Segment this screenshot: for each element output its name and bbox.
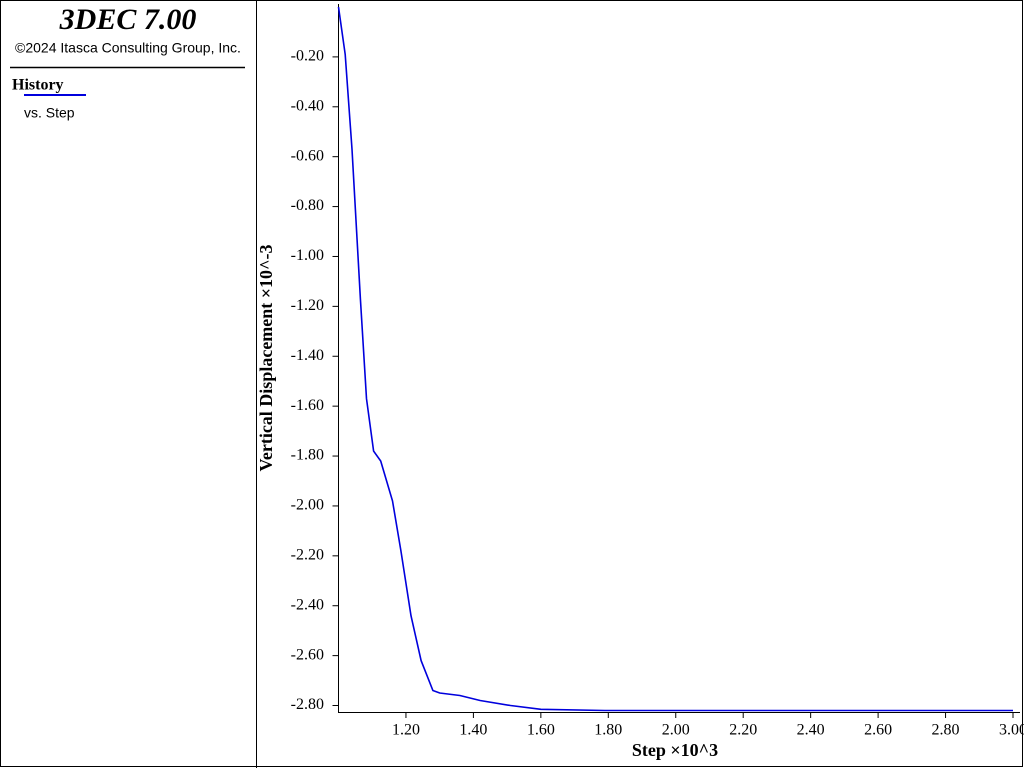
y-tick-label: -0.20 xyxy=(291,48,324,65)
x-tick-label: 1.20 xyxy=(392,722,420,739)
x-tick-label: 1.80 xyxy=(594,722,622,739)
y-tick-label: -1.40 xyxy=(291,347,324,364)
y-tick-label: -0.40 xyxy=(291,97,324,114)
y-tick-label: -1.80 xyxy=(291,447,324,464)
copyright: ©2024 Itasca Consulting Group, Inc. xyxy=(15,40,241,56)
legend-title: History xyxy=(12,77,64,94)
x-tick-label: 2.00 xyxy=(662,722,690,739)
y-tick-label: -2.20 xyxy=(291,547,324,564)
x-axis-label: Step ×10^3 xyxy=(632,740,718,760)
y-tick-label: -2.40 xyxy=(291,596,324,613)
y-tick-label: -0.80 xyxy=(291,197,324,214)
y-tick-label: -1.00 xyxy=(291,247,324,264)
legend-subtitle: vs. Step xyxy=(24,105,75,121)
x-tick-label: 2.80 xyxy=(932,722,960,739)
y-tick-label: -1.60 xyxy=(291,397,324,414)
y-axis-label: Vertical Displacement ×10^-3 xyxy=(256,244,276,471)
x-tick-label: 2.60 xyxy=(864,722,892,739)
y-tick-label: -2.60 xyxy=(291,646,324,663)
x-tick-label: 2.20 xyxy=(729,722,757,739)
y-tick-label: -0.60 xyxy=(291,147,324,164)
x-tick-label: 3.00 xyxy=(999,722,1024,739)
y-tick-label: -2.00 xyxy=(291,497,324,514)
x-tick-label: 2.40 xyxy=(797,722,825,739)
y-tick-label: -2.80 xyxy=(291,696,324,713)
x-tick-label: 1.60 xyxy=(527,722,555,739)
y-tick-label: -1.20 xyxy=(291,297,324,314)
data-line xyxy=(337,6,1013,712)
app-title: 3DEC 7.00 xyxy=(59,3,197,36)
x-tick-label: 1.40 xyxy=(459,722,487,739)
